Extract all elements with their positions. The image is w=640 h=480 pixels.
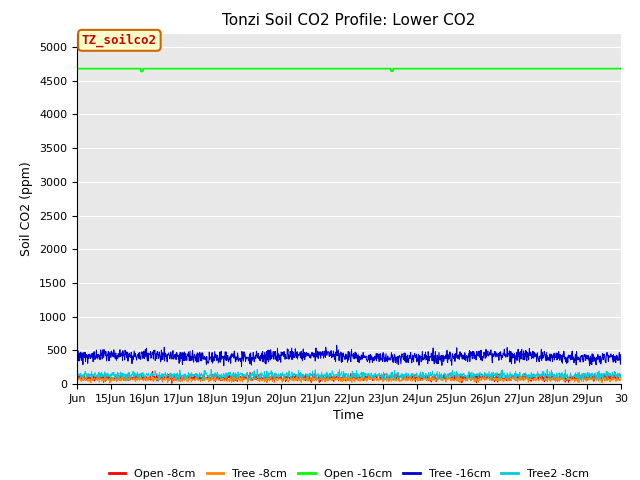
Tree2 -8cm [137,370,145,376]
Open -16cm [73,66,81,72]
Tree2 -8cm [326,371,333,376]
Legend: Open -8cm, Tree -8cm, Open -16cm, Tree -16cm, Tree2 -8cm: Open -8cm, Tree -8cm, Open -16cm, Tree -… [104,465,593,480]
Open -16cm [304,66,312,72]
Open -16cm [383,66,390,72]
Tree2 -8cm [115,370,123,376]
Line: Open -8cm: Open -8cm [77,372,621,384]
Tree -8cm [316,377,323,383]
Open -16cm [138,69,145,74]
Tree -8cm [137,374,145,380]
Title: Tonzi Soil CO2 Profile: Lower CO2: Tonzi Soil CO2 Profile: Lower CO2 [222,13,476,28]
Tree -16cm [115,352,123,358]
Open -8cm [149,369,157,374]
Tree -8cm [263,380,271,386]
Tree -8cm [325,377,333,383]
X-axis label: Time: Time [333,409,364,422]
Tree -16cm [237,364,245,370]
Tree2 -8cm [174,378,182,384]
Tree2 -8cm [73,374,81,380]
Line: Tree -16cm: Tree -16cm [77,345,621,367]
Tree2 -8cm [617,374,625,380]
Open -8cm [617,374,625,380]
Line: Tree -8cm: Tree -8cm [77,374,621,383]
Open -8cm [326,374,333,380]
Tree -16cm [316,352,323,358]
Tree -8cm [73,375,81,381]
Open -8cm [137,372,145,378]
Tree -8cm [115,376,123,382]
Text: TZ_soilco2: TZ_soilco2 [82,34,157,47]
Tree -16cm [73,359,81,365]
Open -16cm [137,69,145,74]
Line: Tree2 -8cm: Tree2 -8cm [77,370,621,381]
Open -16cm [316,66,323,72]
Tree2 -8cm [253,367,261,372]
Tree2 -8cm [383,371,391,376]
Tree -8cm [304,374,312,380]
Open -8cm [168,381,176,386]
Open -16cm [115,66,123,72]
Tree2 -8cm [316,374,323,380]
Open -8cm [316,373,323,379]
Tree -16cm [617,359,625,364]
Open -8cm [73,374,81,380]
Tree2 -8cm [305,373,312,379]
Tree -8cm [383,375,390,381]
Open -16cm [325,66,333,72]
Tree -16cm [304,351,312,357]
Tree -8cm [617,377,625,383]
Tree -16cm [383,355,391,361]
Tree -16cm [137,354,145,360]
Open -8cm [305,377,312,383]
Tree -8cm [579,372,587,377]
Y-axis label: Soil CO2 (ppm): Soil CO2 (ppm) [20,161,33,256]
Open -8cm [383,376,391,382]
Tree -16cm [333,342,340,348]
Open -8cm [115,375,123,381]
Line: Open -16cm: Open -16cm [77,69,621,72]
Open -16cm [617,66,625,72]
Tree -16cm [325,353,333,359]
